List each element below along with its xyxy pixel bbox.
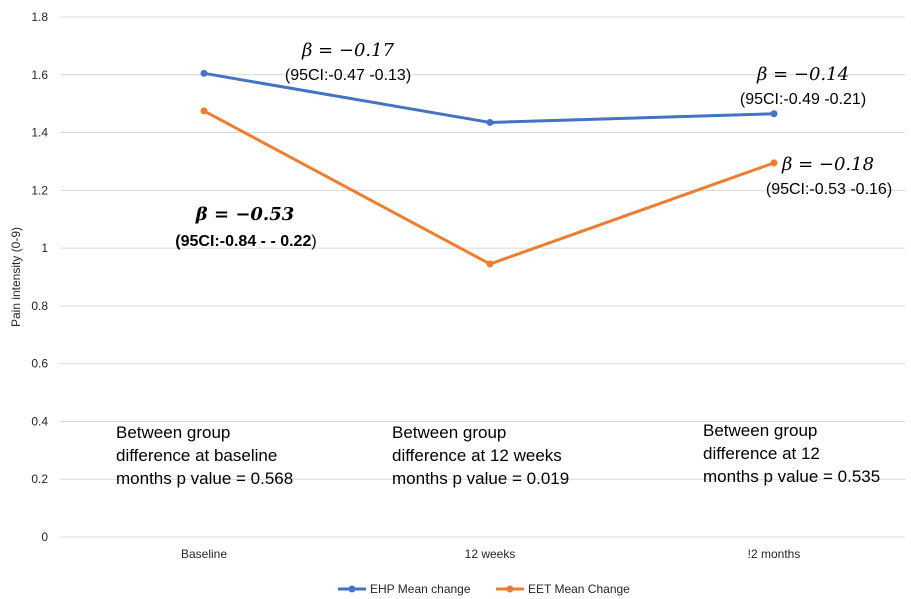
data-point [201,70,208,77]
eet-baseline-ci-close: ) [311,233,316,250]
data-point [771,110,778,117]
note-2months: Between group difference at 12 months p … [703,421,880,486]
note-2months-line: difference at 12 [703,444,820,463]
eet-baseline-ci-bold: (95CI:-0.84 - - 0.22 [175,233,311,250]
note-12weeks: Between group difference at 12 weeks mon… [392,423,569,488]
ehp-baseline-ci: (95CI:-0.47 -0.13) [285,67,411,84]
note-baseline: Between group difference at baseline mon… [116,423,293,488]
y-tick-label: 1.2 [31,183,48,197]
x-tick-label: Baseline [181,547,227,561]
ehp-baseline-beta: β = −0.17 [301,40,395,61]
legend-label-eet: EET Mean Change [528,582,630,596]
legend-marker-ehp [349,586,356,593]
y-tick-label: 0 [41,530,48,544]
y-tick-label: 1.4 [31,126,48,140]
eet-baseline-beta: β = −0.53 [195,204,295,225]
note-baseline-line: months p value = 0.568 [116,469,293,488]
eet-2months-beta: β = −0.18 [781,154,874,175]
y-axis-ticks: 0 0.2 0.4 0.6 0.8 1 1.2 1.4 1.6 1.8 [31,10,48,544]
y-tick-label: 0.4 [31,414,48,428]
y-tick-label: 1.6 [31,68,48,82]
data-point [487,261,494,268]
annotations: β = −0.17 (95CI:-0.47 -0.13) β = −0.14 (… [116,40,892,488]
note-12weeks-line: difference at 12 weeks [392,446,562,465]
note-12weeks-line: months p value = 0.019 [392,469,569,488]
x-tick-label: !2 months [748,547,801,561]
x-tick-label: 12 weeks [465,547,516,561]
y-tick-label: 1.8 [31,10,48,24]
y-tick-label: 0.6 [31,357,48,371]
eet-baseline-ci: (95CI:-0.84 - - 0.22) [175,233,316,250]
y-tick-label: 1 [41,241,48,255]
eet-2months-ci: (95CI:-0.53 -0.16) [766,181,892,198]
x-axis-ticks: Baseline 12 weeks !2 months [181,547,800,561]
ehp-2months-ci: (95CI:-0.49 -0.21) [740,91,866,108]
y-tick-label: 0.8 [31,299,48,313]
y-axis-label: Pain intensity (0-9) [9,227,23,327]
legend-label-ehp: EHP Mean change [370,582,471,596]
data-point [487,119,494,126]
note-12weeks-line: Between group [392,423,506,442]
legend: EHP Mean change EET Mean Change [338,582,630,596]
note-baseline-line: difference at baseline [116,446,277,465]
note-baseline-line: Between group [116,423,230,442]
ehp-2months-beta: β = −0.14 [756,64,849,85]
y-tick-label: 0.2 [31,472,48,486]
note-2months-line: months p value = 0.535 [703,467,880,486]
data-point [201,107,208,114]
note-2months-line: Between group [703,421,817,440]
legend-marker-eet [507,586,514,593]
data-point [771,159,778,166]
